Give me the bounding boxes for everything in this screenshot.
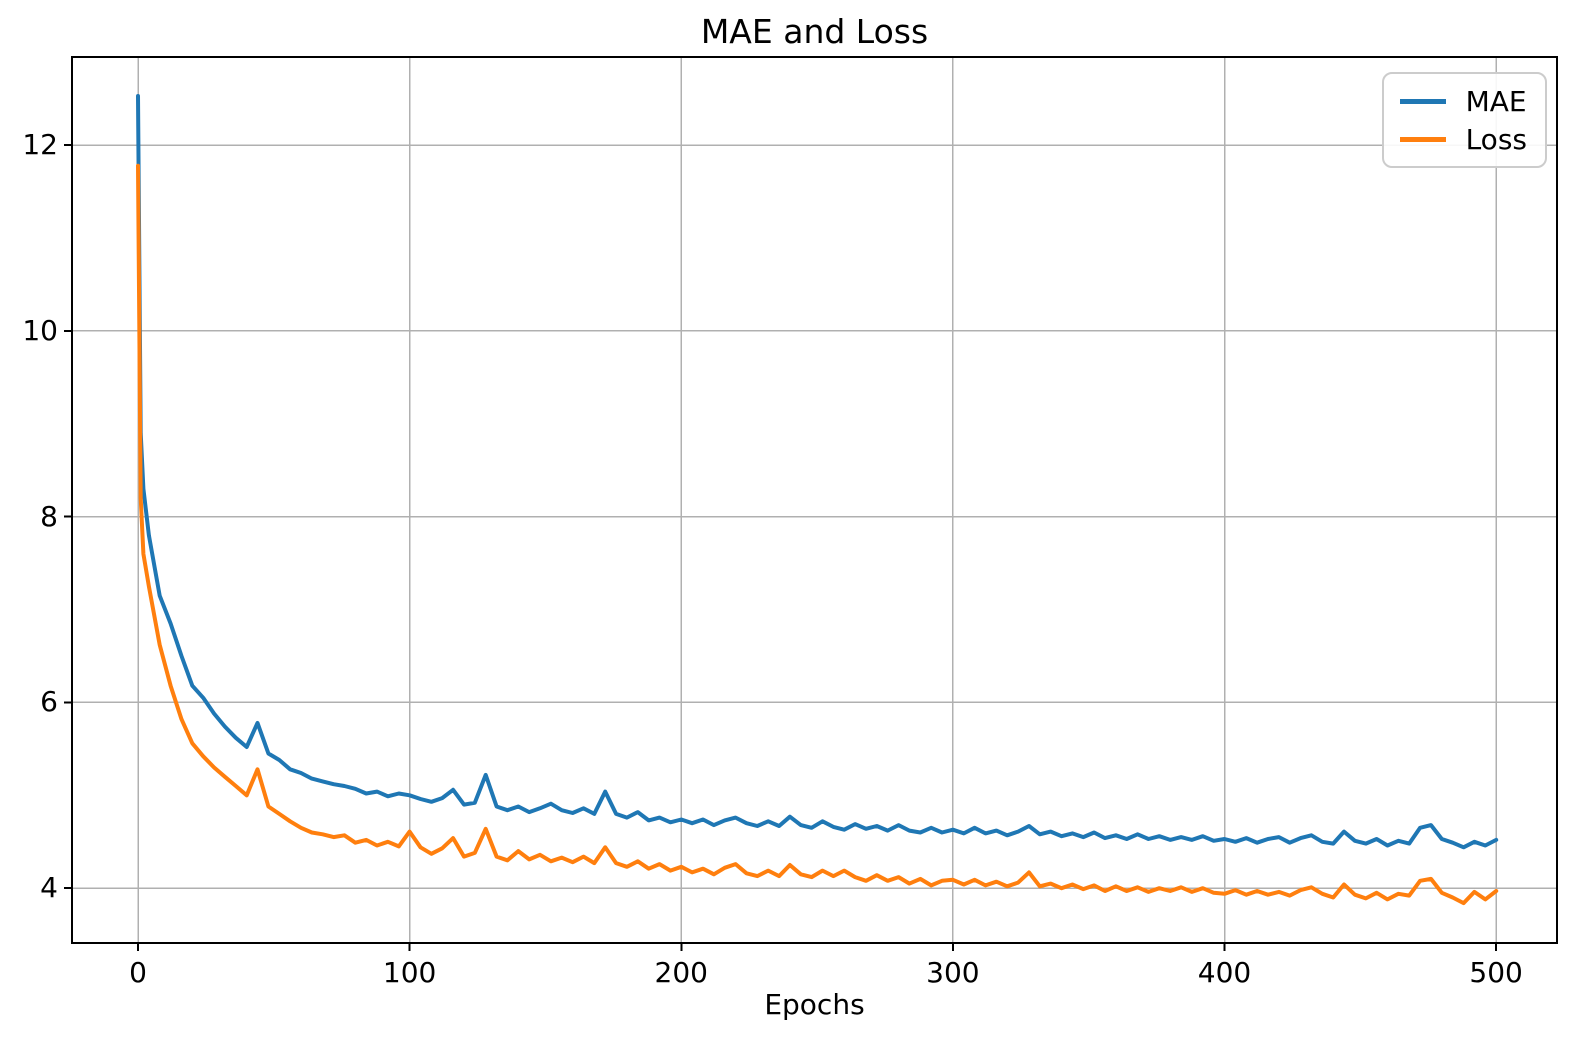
y-tick-label-4: 4 <box>40 871 58 905</box>
x-tick-label-100: 100 <box>382 956 437 989</box>
chart-title: MAE and Loss <box>700 12 929 51</box>
legend-row-loss: Loss <box>1399 120 1527 158</box>
mae-line-swatch <box>1399 98 1446 104</box>
y-tick-label-6: 6 <box>40 685 58 719</box>
x-tick-label-500: 500 <box>1469 956 1523 989</box>
x-axis-label: Epochs <box>764 988 865 1021</box>
x-tick-label-200: 200 <box>654 956 708 989</box>
y-tick-label-8: 8 <box>40 499 58 533</box>
axis-ticks <box>64 144 1498 951</box>
legend-label-mae: MAE <box>1465 84 1527 118</box>
data-series <box>136 94 1499 906</box>
loss-line-swatch <box>1399 136 1446 142</box>
x-tick-label-0: 0 <box>129 956 147 989</box>
mae-line <box>136 94 1499 850</box>
legend: MAE Loss <box>1381 72 1547 168</box>
loss-line <box>136 163 1499 906</box>
x-tick-label-400: 400 <box>1197 956 1252 989</box>
y-tick-label-12: 12 <box>22 128 58 162</box>
legend-row-mae: MAE <box>1399 82 1527 120</box>
x-tick-label-300: 300 <box>926 956 980 989</box>
grid-lines <box>72 57 1557 943</box>
y-tick-label-10: 10 <box>22 313 58 347</box>
legend-label-loss: Loss <box>1465 122 1527 156</box>
plot-border <box>71 56 1558 944</box>
